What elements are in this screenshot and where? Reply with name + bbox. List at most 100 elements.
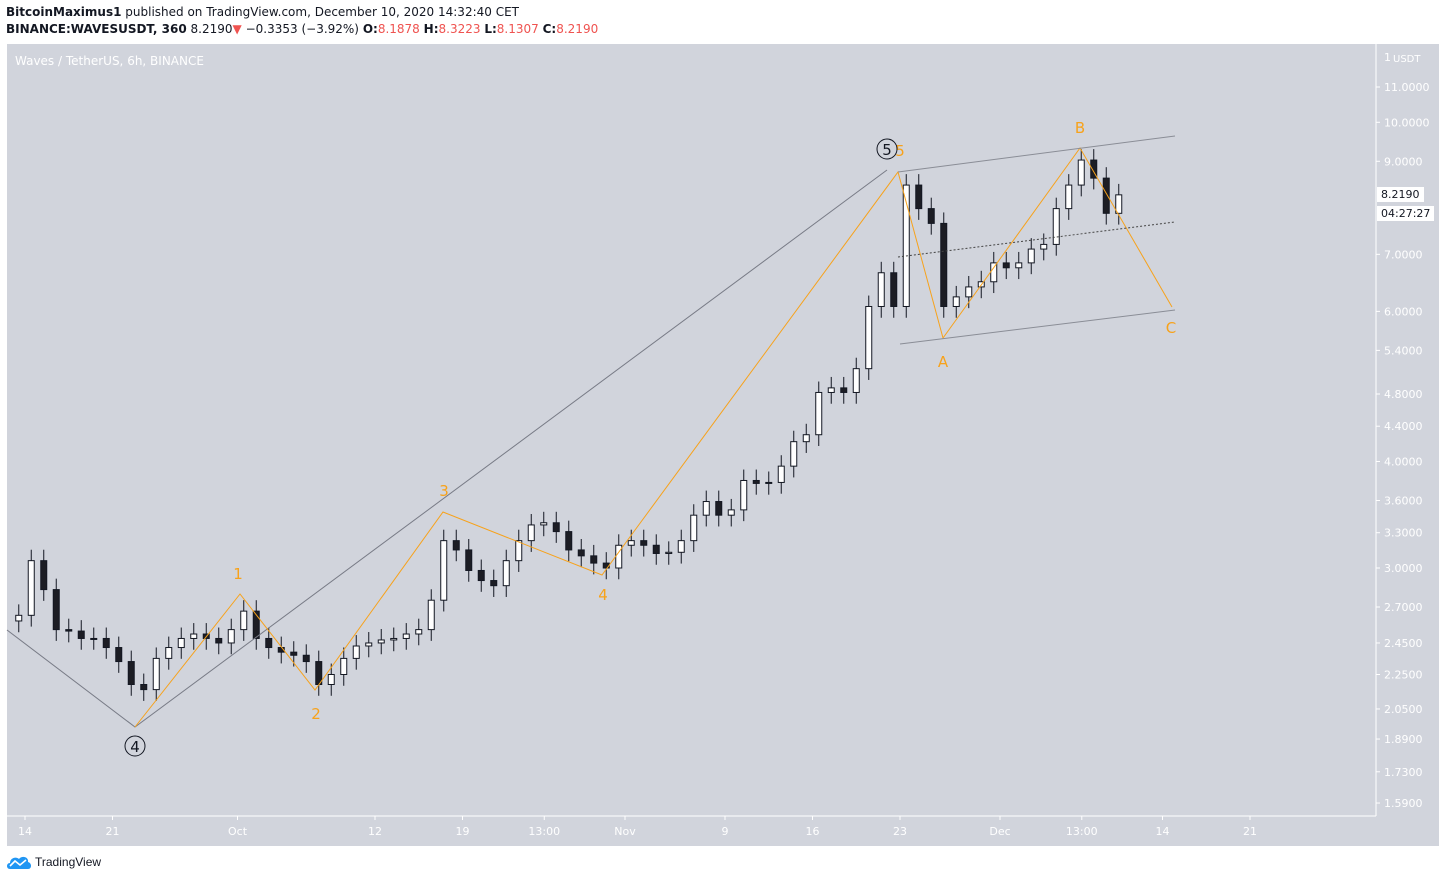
candle-body-up bbox=[790, 441, 798, 467]
candle-body-up bbox=[815, 391, 823, 436]
candle-body-down bbox=[565, 531, 573, 551]
candle bbox=[890, 261, 898, 318]
candle bbox=[440, 529, 448, 612]
candle bbox=[452, 529, 460, 562]
candle bbox=[415, 618, 423, 646]
publish-info: BitcoinMaximus1 published on TradingView… bbox=[6, 5, 519, 19]
time-axis[interactable]: 14 21 Oct 12 19 13:00 Nov 9 16 23 Dec 13:00 14 21 bbox=[18, 816, 1257, 838]
candle bbox=[577, 538, 585, 568]
candle bbox=[515, 529, 523, 572]
candle bbox=[65, 618, 73, 643]
candle bbox=[1052, 197, 1060, 256]
candle bbox=[340, 647, 348, 686]
y-tick-label: 6.0000 bbox=[1384, 305, 1423, 318]
author-name[interactable]: BitcoinMaximus1 bbox=[6, 5, 122, 19]
candle-body-up bbox=[802, 434, 810, 443]
channel-lower bbox=[899, 309, 1176, 345]
candle-body-up bbox=[990, 262, 998, 283]
candle bbox=[1077, 149, 1085, 197]
candle bbox=[927, 197, 935, 235]
candle bbox=[1040, 233, 1048, 261]
y-tick-label: 4.4000 bbox=[1384, 420, 1423, 433]
candle-body-down bbox=[590, 555, 598, 564]
candle-body-down bbox=[652, 544, 660, 554]
primary-label-4: 4 bbox=[130, 738, 140, 756]
candle-body-up bbox=[1040, 243, 1048, 250]
candle bbox=[715, 490, 723, 527]
candle bbox=[477, 559, 485, 592]
x-tick-label: Dec bbox=[989, 825, 1010, 838]
candle bbox=[727, 498, 735, 527]
candle bbox=[652, 534, 660, 565]
candle-body-up bbox=[365, 642, 373, 647]
candle bbox=[227, 618, 235, 655]
candle-body-up bbox=[1015, 262, 1023, 269]
candle-body-up bbox=[502, 560, 510, 587]
candle bbox=[677, 529, 685, 564]
candle-body-up bbox=[515, 540, 523, 562]
candle bbox=[527, 513, 535, 552]
candle bbox=[827, 376, 835, 404]
y-tick-label: 2.4500 bbox=[1384, 637, 1423, 650]
y-tick-label: 1.7300 bbox=[1384, 766, 1423, 779]
candle-body-up bbox=[402, 633, 410, 639]
candle bbox=[465, 538, 473, 582]
last-price-tag: 8.2190 bbox=[1377, 187, 1424, 202]
x-tick-label: 19 bbox=[456, 825, 470, 838]
candle-body-up bbox=[827, 387, 835, 393]
candle-body-down bbox=[77, 630, 85, 639]
candle-body-down bbox=[140, 684, 148, 691]
price-axis[interactable]: 1 USDT 11.0000 10.0000 9.0000 7.0000 6.0000 5… bbox=[1376, 51, 1430, 810]
candle bbox=[752, 469, 760, 495]
low-label: L: bbox=[484, 22, 497, 36]
candle bbox=[902, 174, 910, 318]
candle bbox=[702, 490, 710, 527]
candle bbox=[190, 623, 198, 650]
x-tick-label: Oct bbox=[228, 825, 248, 838]
candle bbox=[252, 600, 260, 650]
candle bbox=[915, 174, 923, 220]
candle bbox=[165, 636, 173, 670]
candle bbox=[690, 504, 698, 552]
candle bbox=[777, 455, 785, 494]
primary-wave-5-marker: 5 bbox=[876, 138, 898, 160]
x-tick-label: 21 bbox=[106, 825, 120, 838]
candle bbox=[390, 627, 398, 652]
bar-countdown: 04:27:27 bbox=[1377, 206, 1435, 221]
y-tick-label: 4.0000 bbox=[1384, 455, 1423, 468]
candle-body-up bbox=[427, 599, 435, 631]
candle bbox=[240, 600, 248, 641]
candle-body-up bbox=[952, 296, 960, 307]
x-tick-label: 21 bbox=[1243, 825, 1257, 838]
candle-body-down bbox=[65, 629, 73, 632]
candle bbox=[302, 644, 310, 673]
x-tick-label: 12 bbox=[368, 825, 382, 838]
wave-label-b: B bbox=[1075, 119, 1085, 137]
candle-body-up bbox=[352, 645, 360, 659]
candle-body-up bbox=[777, 465, 785, 483]
candle bbox=[952, 285, 960, 318]
candle bbox=[177, 627, 185, 659]
x-tick-label: 9 bbox=[722, 825, 729, 838]
high-label: H: bbox=[423, 22, 439, 36]
x-tick-label: 13:00 bbox=[528, 825, 560, 838]
candle-body-down bbox=[265, 637, 273, 649]
y-tick-label: 2.7000 bbox=[1384, 601, 1423, 614]
y-tick-label: 3.0000 bbox=[1384, 562, 1423, 575]
candle-body-up bbox=[527, 524, 535, 542]
high-value: 8.3223 bbox=[438, 22, 481, 36]
candle bbox=[815, 381, 823, 446]
tradingview-branding[interactable]: TradingView bbox=[6, 854, 101, 870]
candle-body-down bbox=[840, 387, 848, 393]
candle-body-down bbox=[102, 637, 110, 649]
candle bbox=[1015, 251, 1023, 280]
y-tick-label: 3.3000 bbox=[1384, 527, 1423, 540]
candle-body-up bbox=[227, 629, 235, 644]
candle-body-up bbox=[1077, 159, 1085, 186]
candle bbox=[790, 430, 798, 478]
candle bbox=[265, 627, 273, 659]
candle bbox=[377, 629, 385, 655]
candle-body-up bbox=[165, 647, 173, 659]
open-label: O: bbox=[362, 22, 378, 36]
